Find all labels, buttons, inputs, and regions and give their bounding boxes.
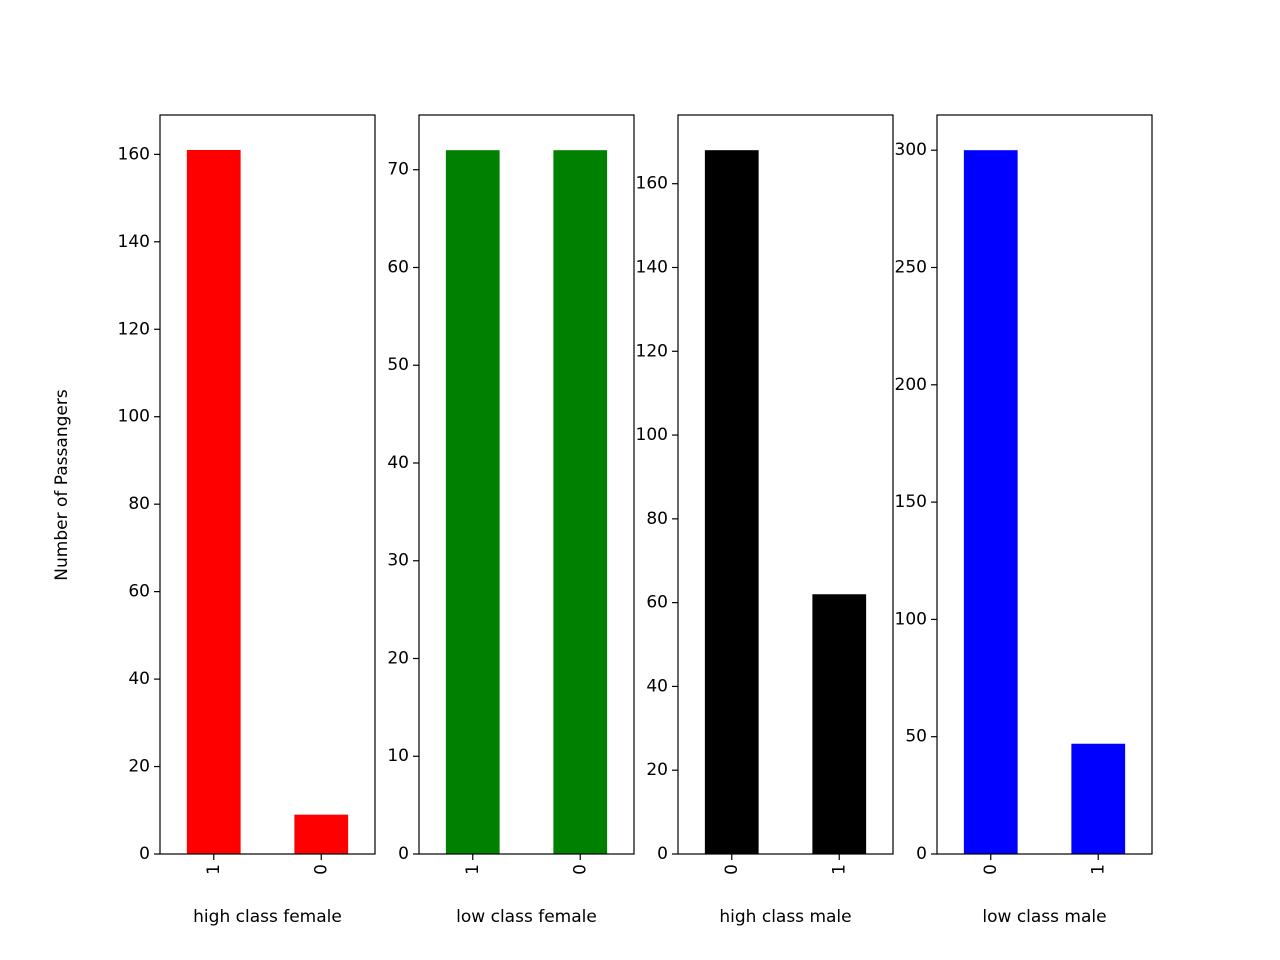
bar-0: [704, 150, 759, 854]
y-tick-label: 20: [387, 648, 409, 668]
x-axis-label: low class male: [982, 907, 1106, 927]
y-tick-label: 120: [636, 341, 668, 361]
y-tick-label: 200: [895, 375, 927, 395]
axes-frame: [418, 114, 635, 855]
y-tick-label: 30: [387, 551, 409, 571]
y-tick-label: 100: [118, 407, 150, 427]
y-tick-label: 20: [128, 757, 150, 777]
bar-0: [294, 814, 349, 854]
y-tick-label: 0: [657, 844, 668, 864]
x-tick-label: 1: [829, 864, 849, 875]
y-tick-label: 140: [118, 232, 150, 252]
axes-frame: [936, 114, 1153, 855]
bar-0: [553, 150, 608, 854]
x-tick-label: 1: [1088, 864, 1108, 875]
y-tick-label: 120: [118, 319, 150, 339]
y-tick-label: 60: [646, 593, 668, 613]
y-tick-label: 60: [387, 257, 409, 277]
y-tick-label: 250: [895, 257, 927, 277]
subplot-1: 0 20 40 60 80 100 120 140 160 1 0 high class female: [118, 114, 376, 927]
y-tick-label: 80: [646, 509, 668, 529]
bar-1: [812, 594, 867, 854]
y-tick-label: 70: [387, 160, 409, 180]
x-tick-label: 1: [204, 864, 224, 875]
bar-0: [963, 150, 1018, 854]
y-tick-label: 140: [636, 257, 668, 277]
x-axis-label: high class female: [193, 907, 342, 927]
y-tick-label: 20: [646, 760, 668, 780]
x-tick-label: 0: [311, 864, 331, 875]
y-tick-label: 10: [387, 746, 409, 766]
y-tick-label: 150: [895, 492, 927, 512]
y-tick-label: 80: [128, 494, 150, 514]
y-tick-label: 100: [636, 425, 668, 445]
y-tick-label: 50: [387, 355, 409, 375]
axes-frame: [677, 114, 894, 855]
y-tick-label: 40: [128, 669, 150, 689]
subplot-3: 0 20 40 60 80 100 120 140 160 0 1 high class male: [636, 114, 894, 927]
y-tick-label: 40: [387, 453, 409, 473]
y-tick-label: 0: [139, 844, 150, 864]
bar-1: [1071, 743, 1126, 854]
y-tick-label: 100: [895, 609, 927, 629]
subplot-4: 0 50 100 150 200 250 300 0 1 low class male: [895, 114, 1153, 927]
x-tick-label: 0: [570, 864, 590, 875]
y-tick-label: 40: [646, 676, 668, 696]
y-axis-label: Number of Passangers: [52, 389, 72, 581]
y-tick-label: 160: [636, 174, 668, 194]
y-tick-label: 60: [128, 582, 150, 602]
y-tick-label: 0: [916, 844, 927, 864]
y-tick-label: 50: [905, 727, 927, 747]
y-tick-label: 300: [895, 140, 927, 160]
bar-1: [186, 149, 241, 855]
x-tick-label: 1: [463, 864, 483, 875]
axes-frame: [159, 114, 376, 855]
x-tick-label: 0: [981, 864, 1001, 875]
y-tick-label: 0: [398, 844, 409, 864]
x-axis-label: high class male: [719, 907, 851, 927]
x-axis-label: low class female: [456, 907, 597, 927]
x-tick-label: 0: [722, 864, 742, 875]
y-tick-label: 160: [118, 144, 150, 164]
bar-1: [445, 150, 500, 854]
